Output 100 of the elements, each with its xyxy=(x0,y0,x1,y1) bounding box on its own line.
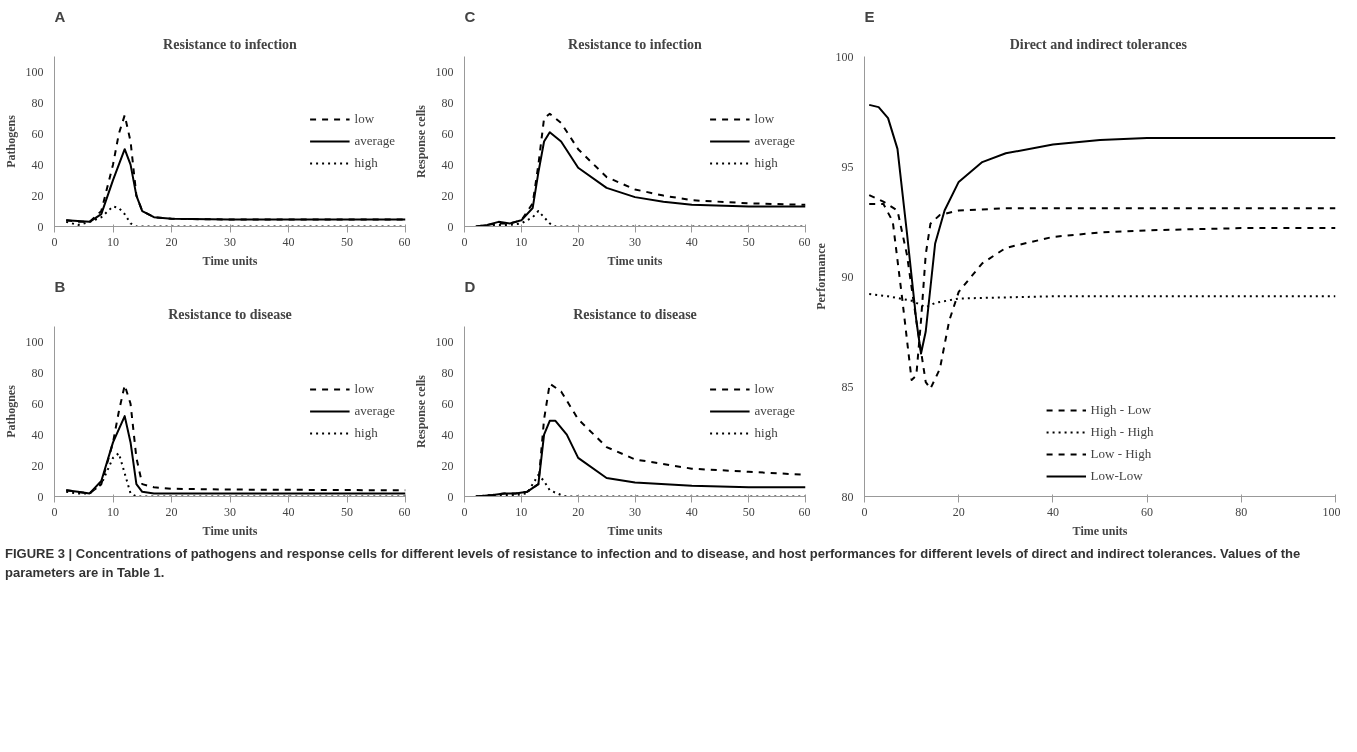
x-tick-label: 0 xyxy=(461,504,468,519)
legend-label: average xyxy=(754,133,795,149)
y-tick-label: 60 xyxy=(441,396,454,411)
text: E xyxy=(864,7,875,25)
x-tick-label: 30 xyxy=(224,504,236,519)
x-tick-label: 30 xyxy=(629,234,641,249)
y-tick-label: 90 xyxy=(841,269,854,284)
x-axis-title: Time units xyxy=(607,253,663,268)
x-tick-label: 0 xyxy=(861,504,868,519)
y-tick-label: 60 xyxy=(31,396,44,411)
x-tick-label: 60 xyxy=(398,234,411,249)
y-tick-label: 60 xyxy=(441,126,454,141)
x-tick-label: 60 xyxy=(798,234,811,249)
y-tick-label: 0 xyxy=(37,489,44,504)
x-tick-label: 40 xyxy=(282,504,295,519)
legend-label: Low-Low xyxy=(1090,468,1143,484)
chart-title: Resistance to infection xyxy=(568,36,703,52)
y-tick-label: 40 xyxy=(31,427,44,442)
x-tick-label: 40 xyxy=(282,234,295,249)
y-tick-label: 60 xyxy=(31,126,44,141)
x-tick-label: 20 xyxy=(165,504,178,519)
y-tick-label: 100 xyxy=(435,334,454,349)
x-axis-title: Time units xyxy=(607,523,663,538)
caption: FIGURE 3 | Concentrations of pathogens and response cells for different levels of resistance to infection and to disease, and host performances for different levels of direct and indirect tolerances. Values of the parameters are in Table 1. xyxy=(5,545,1302,582)
x-axis-title: Time units xyxy=(202,523,258,538)
x-tick-label: 20 xyxy=(952,504,965,519)
x-tick-label: 0 xyxy=(51,234,58,249)
x-axis-title: Time units xyxy=(202,253,258,268)
y-tick-label: 85 xyxy=(841,379,854,394)
chart-title: Resistance to infection xyxy=(163,36,298,52)
y-axis-title: Response cells xyxy=(413,374,428,448)
x-tick-label: 20 xyxy=(572,234,585,249)
y-tick-label: 80 xyxy=(841,489,854,504)
x-tick-label: 40 xyxy=(1046,504,1059,519)
y-tick-label: 40 xyxy=(31,157,44,172)
text: D xyxy=(464,277,476,295)
y-tick-label: 100 xyxy=(25,64,44,79)
legend-label: high xyxy=(754,425,778,441)
y-axis-title: Performance xyxy=(813,242,828,310)
x-tick-label: 60 xyxy=(1141,504,1154,519)
x-tick-label: 40 xyxy=(685,504,698,519)
y-axis-title: Pathogens xyxy=(3,114,18,168)
text: A xyxy=(54,7,66,25)
x-tick-label: 100 xyxy=(1322,504,1341,519)
legend-label: average xyxy=(354,133,395,149)
y-tick-label: 20 xyxy=(31,458,44,473)
x-tick-label: 10 xyxy=(107,504,119,519)
text: C xyxy=(464,7,476,25)
x-tick-label: 50 xyxy=(341,504,353,519)
chart-title: Direct and indirect tolerances xyxy=(1009,36,1188,52)
x-tick-label: 0 xyxy=(461,234,468,249)
legend-label: low xyxy=(354,381,375,397)
x-tick-label: 10 xyxy=(515,504,528,519)
x-tick-label: 50 xyxy=(742,504,755,519)
x-tick-label: 20 xyxy=(572,504,585,519)
legend-label: High - Low xyxy=(1090,402,1152,418)
y-tick-label: 80 xyxy=(31,365,44,380)
x-tick-label: 80 xyxy=(1235,504,1248,519)
x-tick-label: 40 xyxy=(685,234,698,249)
legend-label: low xyxy=(754,111,775,127)
y-tick-label: 0 xyxy=(37,219,44,234)
x-tick-label: 30 xyxy=(224,234,236,249)
x-tick-label: 20 xyxy=(165,234,178,249)
text: B xyxy=(54,277,66,295)
y-axis-title: Pathognes xyxy=(3,384,18,438)
legend-label: high xyxy=(354,155,378,171)
legend-label: low xyxy=(754,381,775,397)
x-axis-title: Time units xyxy=(1072,523,1128,538)
x-tick-label: 10 xyxy=(107,234,119,249)
legend-label: low xyxy=(354,111,375,127)
y-tick-label: 40 xyxy=(441,427,454,442)
y-tick-label: 100 xyxy=(835,49,854,64)
x-tick-label: 50 xyxy=(341,234,353,249)
y-tick-label: 0 xyxy=(447,489,454,504)
x-tick-label: 0 xyxy=(51,504,58,519)
x-tick-label: 10 xyxy=(515,234,528,249)
x-tick-label: 60 xyxy=(798,504,811,519)
legend-label: average xyxy=(754,403,795,419)
y-tick-label: 80 xyxy=(441,365,454,380)
legend-label: average xyxy=(354,403,395,419)
y-tick-label: 80 xyxy=(31,95,44,110)
y-tick-label: 95 xyxy=(841,159,854,174)
chart-title: Resistance to disease xyxy=(168,306,292,322)
y-tick-label: 100 xyxy=(435,64,454,79)
legend-label: Low - High xyxy=(1090,446,1152,462)
legend-label: high xyxy=(754,155,778,171)
y-tick-label: 20 xyxy=(31,188,44,203)
legend-label: high xyxy=(354,425,378,441)
chart-title: Resistance to disease xyxy=(573,306,697,322)
y-tick-label: 100 xyxy=(25,334,44,349)
y-tick-label: 0 xyxy=(447,219,454,234)
y-tick-label: 80 xyxy=(441,95,454,110)
legend-label: High - High xyxy=(1090,424,1154,440)
x-tick-label: 30 xyxy=(629,504,641,519)
y-tick-label: 40 xyxy=(441,157,454,172)
y-tick-label: 20 xyxy=(441,458,454,473)
x-tick-label: 50 xyxy=(742,234,755,249)
x-tick-label: 60 xyxy=(398,504,411,519)
y-tick-label: 20 xyxy=(441,188,454,203)
y-axis-title: Response cells xyxy=(413,104,428,178)
